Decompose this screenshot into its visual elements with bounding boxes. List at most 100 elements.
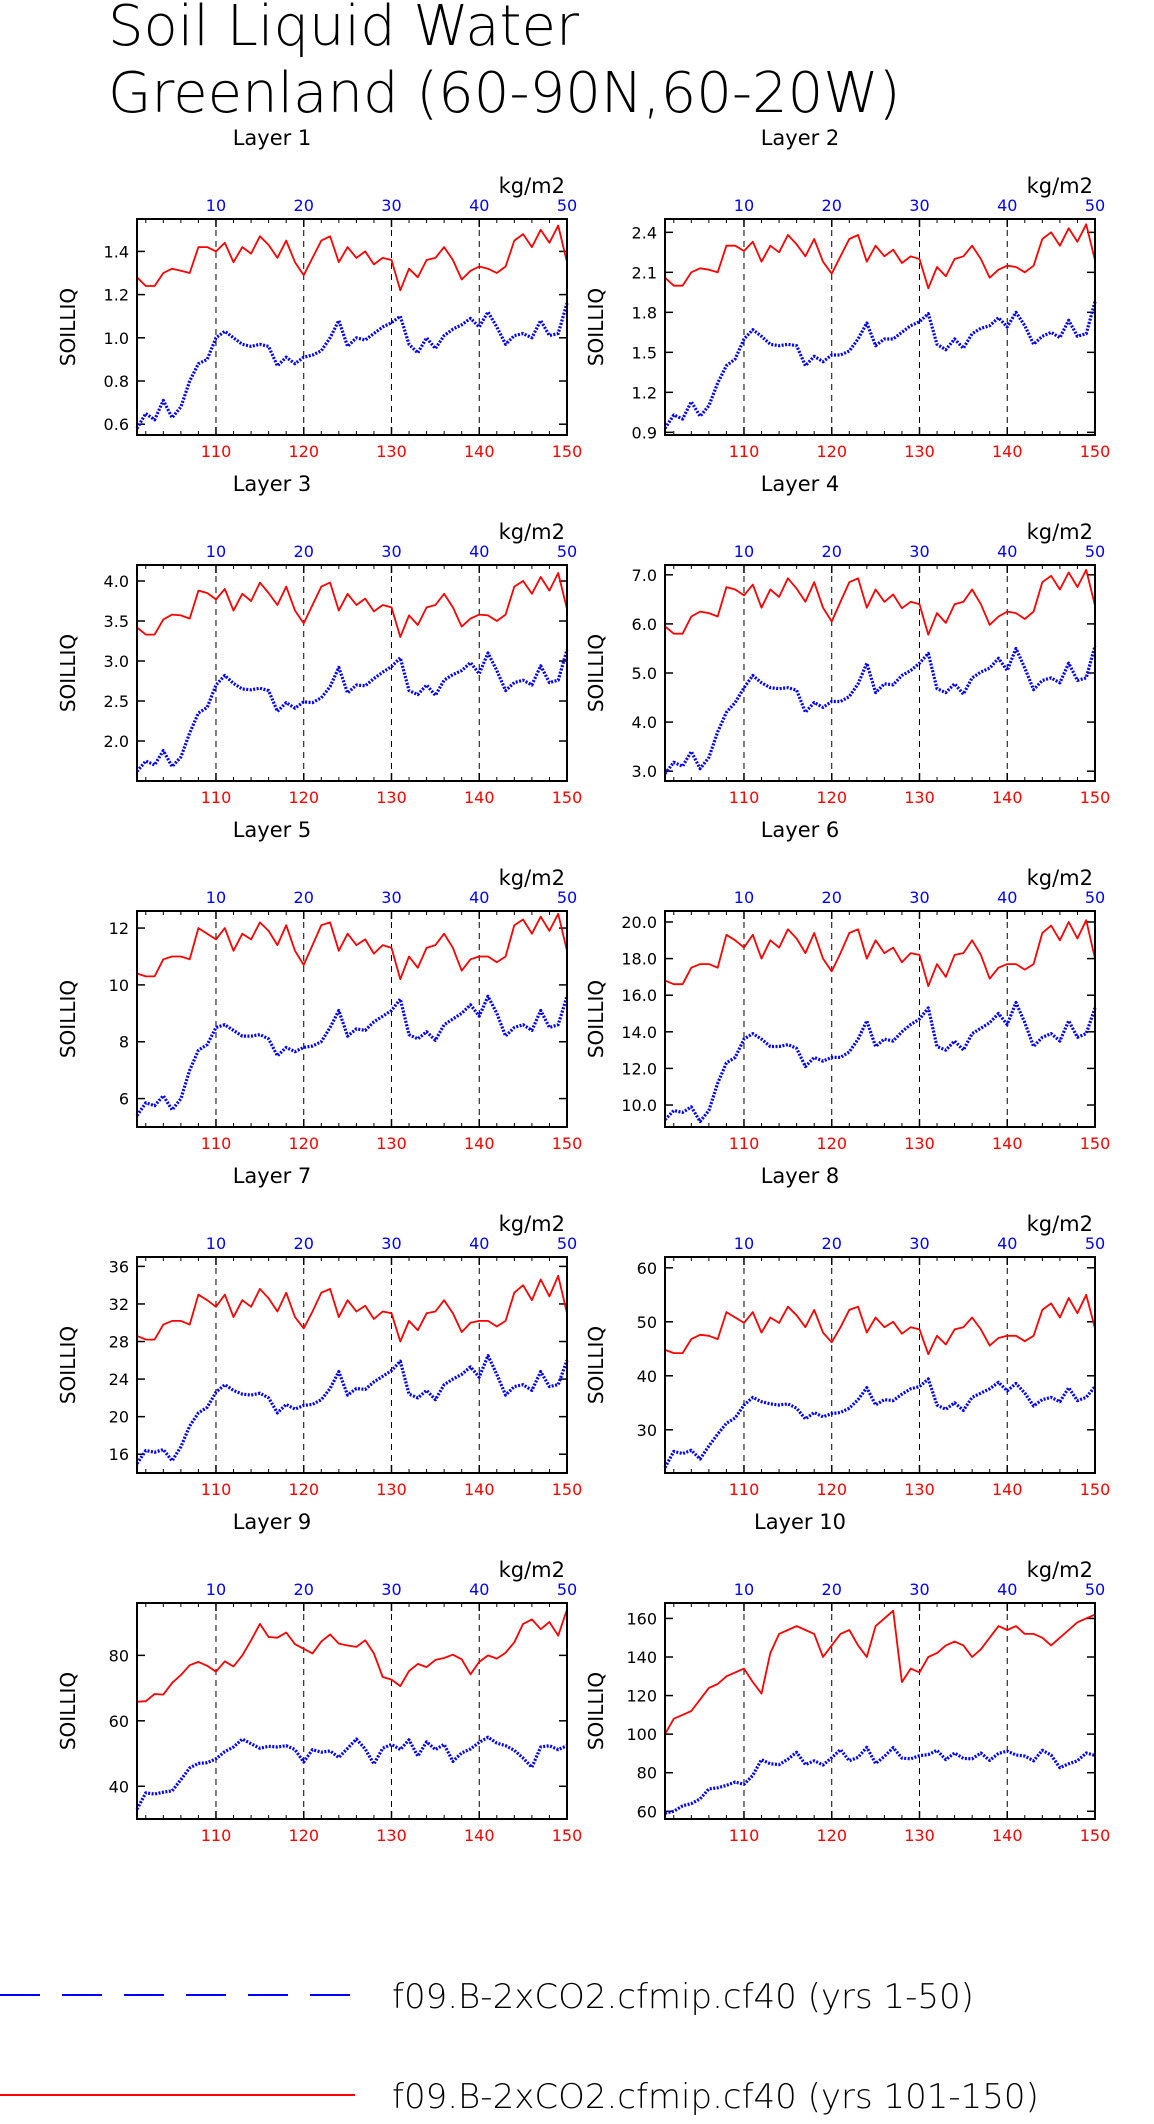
y-tick-label: 2.1 (632, 263, 657, 282)
y-tick-label: 120 (626, 1687, 657, 1706)
units-label: kg/m2 (1027, 174, 1093, 198)
series-line-yrs-1-50 (663, 645, 1097, 775)
bottom-tick-label: 120 (816, 1134, 847, 1153)
y-tick-label: 3.0 (632, 762, 657, 781)
bottom-tick-label: 120 (288, 442, 319, 461)
top-tick-label: 50 (1085, 888, 1105, 907)
series-line-yrs-101-150 (664, 569, 1096, 636)
y-tick-label: 5.0 (632, 664, 657, 683)
panel-title: Layer 4 (761, 472, 840, 496)
y-tick-label: 0.8 (104, 372, 129, 391)
bottom-tick-label: 130 (904, 788, 935, 807)
y-tick-label: 6 (119, 1090, 129, 1109)
units-label: kg/m2 (499, 520, 565, 544)
y-tick-label: 2.0 (104, 732, 129, 751)
top-tick-label: 40 (469, 196, 489, 215)
y-tick-label: 160 (626, 1609, 657, 1628)
top-tick-label: 20 (294, 196, 314, 215)
panel-title: Layer 3 (233, 472, 312, 496)
bottom-tick-label: 140 (992, 1826, 1023, 1845)
series-line-yrs-1-50 (135, 302, 569, 430)
legend-label-2: f09.B-2xCO2.cfmip.cf40 (yrs 101-150) (392, 2077, 1039, 2117)
y-tick-label: 7.0 (632, 566, 657, 585)
top-tick-label: 10 (206, 888, 226, 907)
bottom-tick-label: 130 (904, 1480, 935, 1499)
panel-2: Layer 2 kg/m2 10 20 30 40 50 110 120 130 140 150 0.9… (584, 126, 1110, 461)
top-tick-label: 10 (206, 1234, 226, 1253)
panel-7: Layer 7 kg/m2 10 20 30 40 50 110 120 130 140 150 16 2… (56, 1164, 582, 1499)
top-tick-label: 30 (909, 1234, 929, 1253)
top-tick-label: 50 (1085, 542, 1105, 561)
bottom-tick-label: 110 (201, 1826, 232, 1845)
top-tick-label: 40 (469, 1234, 489, 1253)
series-line-yrs-1-50 (664, 1745, 1096, 1815)
bottom-tick-label: 120 (816, 442, 847, 461)
top-tick-label: 20 (822, 196, 842, 215)
panel-8: Layer 8 kg/m2 10 20 30 40 50 110 120 130 140 150 30 4… (584, 1164, 1110, 1499)
series-line-yrs-101-150 (664, 223, 1096, 290)
main-title-line-1: Soil Liquid Water (108, 0, 579, 59)
top-tick-label: 30 (909, 1580, 929, 1599)
panel-grid: Layer 1 kg/m2 10 20 30 40 50 110 120 130 140 150 0.6… (56, 126, 1110, 1845)
y-axis-label: SOILLIQ (584, 980, 608, 1058)
panel-title: Layer 2 (761, 126, 840, 150)
plot-frame (136, 564, 568, 782)
series-line-yrs-1-50 (135, 994, 569, 1117)
top-tick-label: 30 (909, 542, 929, 561)
panel-1: Layer 1 kg/m2 10 20 30 40 50 110 120 130 140 150 0.6… (56, 126, 582, 461)
top-tick-label: 50 (557, 196, 577, 215)
y-tick-label: 1.8 (632, 303, 657, 322)
series-line-yrs-101-150 (664, 1293, 1096, 1356)
plot-frame (136, 1602, 568, 1820)
plot-frame (136, 218, 568, 436)
top-tick-label: 50 (1085, 1580, 1105, 1599)
y-axis-label: SOILLIQ (56, 1672, 80, 1750)
panel-title: Layer 8 (761, 1164, 840, 1188)
bottom-tick-label: 130 (376, 442, 407, 461)
top-tick-label: 10 (734, 1580, 754, 1599)
panel-3: Layer 3 kg/m2 10 20 30 40 50 110 120 130 140 150 2.0… (56, 472, 582, 807)
top-tick-label: 20 (294, 888, 314, 907)
bottom-tick-label: 130 (904, 1134, 935, 1153)
series-line-yrs-101-150 (136, 1609, 568, 1703)
y-tick-label: 1.2 (632, 383, 657, 402)
panel-6: Layer 6 kg/m2 10 20 30 40 50 110 120 130 140 150 10.… (584, 818, 1110, 1153)
y-tick-label: 0.6 (104, 415, 129, 434)
y-tick-label: 16.0 (621, 986, 657, 1005)
y-tick-label: 36 (109, 1257, 129, 1276)
y-tick-label: 60 (637, 1802, 657, 1821)
series-line-yrs-1-50 (663, 1000, 1097, 1124)
y-axis-label: SOILLIQ (56, 634, 80, 712)
series-line-yrs-101-150 (664, 1609, 1096, 1735)
bottom-tick-label: 140 (464, 1480, 495, 1499)
bottom-tick-label: 150 (1080, 1480, 1111, 1499)
top-tick-label: 20 (294, 1234, 314, 1253)
series-line-yrs-1-50 (663, 1377, 1097, 1469)
y-tick-label: 4.0 (632, 713, 657, 732)
bottom-tick-label: 140 (992, 1134, 1023, 1153)
panel-title: Layer 5 (233, 818, 312, 842)
top-tick-label: 50 (557, 888, 577, 907)
top-tick-label: 20 (822, 1234, 842, 1253)
top-tick-label: 40 (997, 196, 1017, 215)
y-tick-label: 2.4 (632, 223, 657, 242)
top-tick-label: 40 (997, 1234, 1017, 1253)
bottom-tick-label: 150 (1080, 1826, 1111, 1845)
bottom-tick-label: 150 (552, 1480, 583, 1499)
units-label: kg/m2 (499, 174, 565, 198)
y-tick-label: 40 (109, 1777, 129, 1796)
bottom-tick-label: 110 (201, 1480, 232, 1499)
y-tick-label: 2.5 (104, 692, 129, 711)
bottom-tick-label: 150 (552, 1826, 583, 1845)
top-tick-label: 50 (1085, 196, 1105, 215)
top-tick-label: 30 (381, 888, 401, 907)
panel-title: Layer 1 (233, 126, 312, 150)
top-tick-label: 40 (469, 888, 489, 907)
panel-9: Layer 9 kg/m2 10 20 30 40 50 110 120 130 140 150 40 6… (56, 1510, 582, 1845)
bottom-tick-label: 110 (729, 1134, 760, 1153)
panel-title: Layer 9 (233, 1510, 312, 1534)
bottom-tick-label: 110 (201, 788, 232, 807)
bottom-tick-label: 120 (288, 788, 319, 807)
y-axis-label: SOILLIQ (584, 634, 608, 712)
